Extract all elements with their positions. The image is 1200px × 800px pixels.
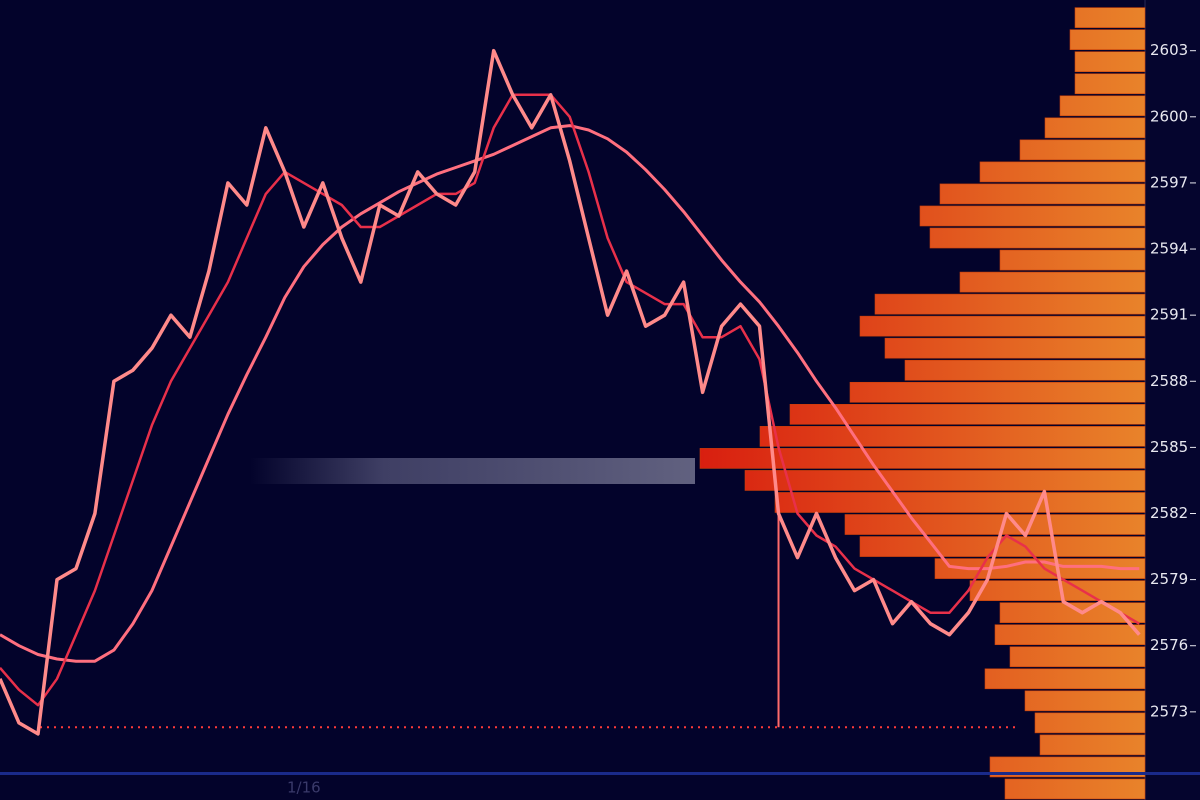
profile-bar bbox=[1059, 95, 1146, 117]
series-line bbox=[0, 48, 1141, 736]
y-tick-label: 2585 bbox=[1150, 438, 1188, 456]
profile-bar bbox=[1074, 51, 1146, 73]
profile-bar bbox=[939, 183, 1146, 205]
profile-bar bbox=[969, 580, 1146, 601]
profile-bar bbox=[1024, 690, 1146, 712]
y-tick-label: 2597 bbox=[1150, 173, 1188, 191]
profile-bar bbox=[959, 271, 1146, 293]
profile-bar bbox=[884, 337, 1146, 359]
x-tick-label: 1/16 bbox=[287, 779, 321, 797]
profile-bar bbox=[1019, 139, 1146, 161]
y-tick-label: 2579 bbox=[1150, 570, 1188, 588]
profile-bar bbox=[999, 249, 1146, 271]
profile-bar bbox=[1004, 778, 1146, 800]
profile-bar bbox=[859, 315, 1146, 337]
profile-bar bbox=[744, 470, 1146, 491]
y-tick-label: 2576 bbox=[1150, 636, 1188, 654]
profile-bar bbox=[849, 381, 1146, 403]
y-tick-label: 2582 bbox=[1150, 504, 1188, 522]
profile-bar bbox=[989, 756, 1146, 778]
profile-bar bbox=[699, 448, 1146, 469]
profile-bar bbox=[984, 668, 1146, 690]
glare bbox=[250, 458, 695, 484]
profile-bar bbox=[1009, 646, 1146, 668]
profile-bar bbox=[979, 161, 1146, 183]
profile-bar bbox=[844, 514, 1146, 535]
profile-bar bbox=[789, 404, 1146, 425]
profile-bar bbox=[1074, 7, 1146, 28]
profile-bar bbox=[929, 227, 1146, 249]
series-line bbox=[0, 124, 1140, 663]
y-tick-label: 2594 bbox=[1150, 240, 1188, 258]
profile-bar bbox=[1069, 29, 1146, 50]
y-tick-label: 2600 bbox=[1150, 107, 1188, 125]
profile-bar bbox=[994, 624, 1146, 646]
axis-panel bbox=[1145, 0, 1200, 800]
profile-bar bbox=[1034, 712, 1146, 734]
profile-bar bbox=[919, 205, 1146, 227]
y-tick-label: 2591 bbox=[1150, 306, 1188, 324]
profile-bar bbox=[874, 293, 1146, 315]
series-line bbox=[0, 93, 1140, 707]
y-tick-label: 2573 bbox=[1150, 702, 1188, 720]
y-tick-label: 2603 bbox=[1150, 41, 1188, 59]
profile-bar bbox=[1039, 734, 1146, 756]
profile-bar bbox=[1044, 117, 1146, 139]
profile-bar bbox=[774, 492, 1146, 513]
y-tick-label: 2588 bbox=[1150, 372, 1188, 390]
profile-bar bbox=[759, 426, 1146, 447]
profile-bar bbox=[904, 359, 1146, 381]
profile-bar bbox=[1074, 73, 1146, 95]
